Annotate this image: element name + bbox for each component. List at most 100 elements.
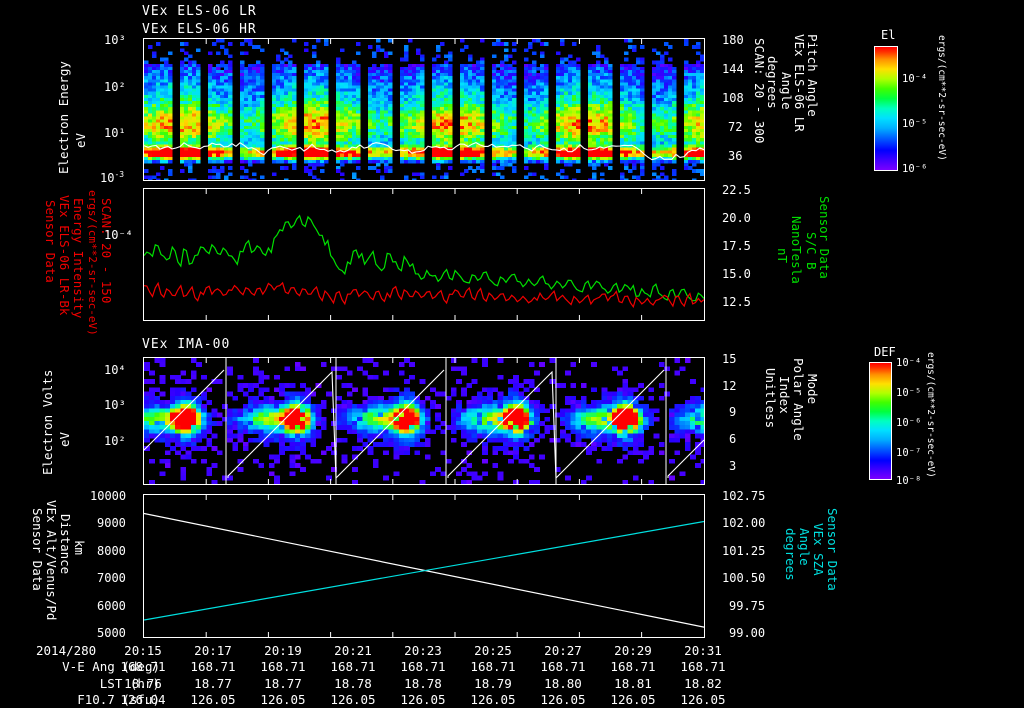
panel4-left-label-1: VEx Alt/Venus/Pd <box>44 500 59 621</box>
panel2-rtick-4: 12.5 <box>722 295 751 309</box>
panel2-left-label-3: ergs/(cm**2-sr-sec-eV) <box>86 190 99 336</box>
panel2-right-label-3: nT <box>775 248 790 264</box>
panel3-ytick-2: 10² <box>104 434 126 448</box>
panel1-left-axis-label: Electron Energy <box>56 61 71 174</box>
panel4-left-label-0: Sensor Data <box>30 508 45 591</box>
panel4-ytick-1: 9000 <box>97 516 126 530</box>
table-cell: 168.71 <box>470 659 516 674</box>
panel4-right-label-0: Sensor Data <box>825 508 840 591</box>
panel1-rtick-3: 72 <box>728 120 743 134</box>
panel2-rtick-1: 20.0 <box>722 211 751 225</box>
panel3-left-axis-label: Electron Volts <box>40 369 55 475</box>
table-cell: 168.71 <box>540 659 586 674</box>
panel2-left-label-2: Energy Intensity <box>71 198 86 319</box>
panel4-left-label-3: km <box>72 540 87 556</box>
table-cell: 126.05 <box>190 692 236 707</box>
el-colorbar-tick-0: 10⁻⁴ <box>902 73 928 85</box>
panel3-left-axis-unit: eV <box>57 431 72 447</box>
panel1-rtick-4: 36 <box>728 149 743 163</box>
panel1-right-label-1: VEx ELS-06 LR <box>792 34 807 132</box>
panel1-ytick-0: 10³ <box>104 33 126 47</box>
panel1-ytick-2: 10¹ <box>104 126 126 140</box>
panel4-rtick-4: 99.75 <box>729 599 766 613</box>
panel3-title: VEx IMA-00 <box>142 337 231 352</box>
table-cell: 126.05 <box>260 692 306 707</box>
panel2-right-label-1: S/C B <box>804 232 819 270</box>
panel1-right-label-0: Pitch Angle <box>805 34 820 117</box>
panel4-rtick-5: 99.00 <box>729 626 766 640</box>
panel1-spectrogram <box>144 39 704 180</box>
def-colorbar-tick-2: 10⁻⁶ <box>896 417 922 429</box>
table-cell: 18.82 <box>684 675 722 691</box>
panel2-left-label-0: Sensor Data <box>43 200 58 283</box>
el-colorbar-unit: ergs/(cm**2-sr-sec-eV) <box>936 35 947 161</box>
panel2-right-label-2: NanoTesla <box>789 216 804 284</box>
table-cell: 168.71 <box>330 659 376 674</box>
panel3-right-label-2: Index <box>777 376 792 414</box>
panel2-timeseries <box>144 189 704 320</box>
panel4-ytick-5: 5000 <box>97 626 126 640</box>
panel2-ytick-0: 10⁻⁴ <box>104 228 133 242</box>
time-label: 20:21 <box>334 643 372 658</box>
panel2-left-label-4: SCAN: 20 - 150 <box>99 198 114 304</box>
table-cell: 18.80 <box>544 675 582 691</box>
panel2-rtick-0: 22.5 <box>722 183 751 197</box>
def-colorbar-tick-1: 10⁻⁵ <box>896 387 922 399</box>
panel3-plot-area[interactable] <box>143 357 705 485</box>
table-cell: 168.71 <box>610 659 656 674</box>
panel4-plot-area[interactable] <box>143 494 705 638</box>
panel1-rtick-0: 180 <box>722 33 744 47</box>
time-label: 20:17 <box>194 643 232 658</box>
def-colorbar-tick-3: 10⁻⁷ <box>896 447 922 459</box>
panel1-plot-area[interactable] <box>143 38 705 181</box>
panel4-right-label-3: degrees <box>783 528 798 581</box>
panel3-rtick-1: 12 <box>722 379 737 393</box>
table-cell: 18.76 <box>124 675 162 691</box>
panel2-rtick-2: 17.5 <box>722 239 751 253</box>
def-colorbar[interactable] <box>869 362 892 480</box>
def-colorbar-tick-0: 10⁻⁴ <box>896 357 922 369</box>
panel1-right-label-4: SCAN: 20 - 300 <box>752 38 767 144</box>
table-cell: 126.04 <box>120 692 166 707</box>
el-colorbar-title: El <box>881 28 896 42</box>
time-label: 20:27 <box>544 643 582 658</box>
table-cell: 126.05 <box>680 692 726 707</box>
time-label: 20:31 <box>684 643 722 658</box>
panel1-left-axis-unit: eV <box>73 132 88 148</box>
panel3-ytick-0: 10⁴ <box>104 363 126 377</box>
table-cell: 126.05 <box>610 692 656 707</box>
panel4-rtick-1: 102.00 <box>722 516 766 530</box>
el-colorbar-tick-2: 10⁻⁶ <box>902 163 928 175</box>
panel4-ytick-4: 6000 <box>97 599 126 613</box>
panel4-left-label-2: Distance <box>58 514 73 575</box>
panel4-ytick-3: 7000 <box>97 571 126 585</box>
row-label-f107: F10.7 (sfu) <box>77 692 160 707</box>
panel3-rtick-2: 9 <box>729 405 737 419</box>
panel1-title-lr: VEx ELS-06 LR <box>142 4 257 19</box>
panel1-ytick-1: 10² <box>104 80 126 94</box>
panel4-rtick-2: 101.25 <box>722 544 766 558</box>
table-cell: 18.81 <box>614 675 652 691</box>
table-cell: 126.05 <box>400 692 446 707</box>
panel2-plot-area[interactable] <box>143 188 705 321</box>
panel3-rtick-4: 3 <box>729 459 737 473</box>
panel1-title-hr: VEx ELS-06 HR <box>142 22 257 37</box>
table-cell: 126.05 <box>330 692 376 707</box>
row-label-ve-ang: V-E Ang (deg) <box>62 659 160 674</box>
el-colorbar[interactable] <box>874 46 898 171</box>
panel3-right-label-1: Polar Angle <box>791 358 806 441</box>
table-cell: 18.78 <box>404 675 442 691</box>
panel4-right-label-2: Angle <box>797 528 812 566</box>
panel2-rtick-3: 15.0 <box>722 267 751 281</box>
panel4-rtick-3: 100.50 <box>722 571 766 585</box>
panel4-ytick-0: 10000 <box>90 489 127 503</box>
panel2-right-label-0: Sensor Data <box>817 196 832 279</box>
time-label: 20:25 <box>474 643 512 658</box>
panel1-rtick-1: 144 <box>722 62 744 76</box>
panel2-left-label-1: VEx ELS-06 LR-Bk <box>57 195 72 316</box>
table-cell: 168.71 <box>680 659 726 674</box>
table-cell: 126.05 <box>470 692 516 707</box>
table-cell: 18.78 <box>334 675 372 691</box>
table-cell: 18.77 <box>194 675 232 691</box>
